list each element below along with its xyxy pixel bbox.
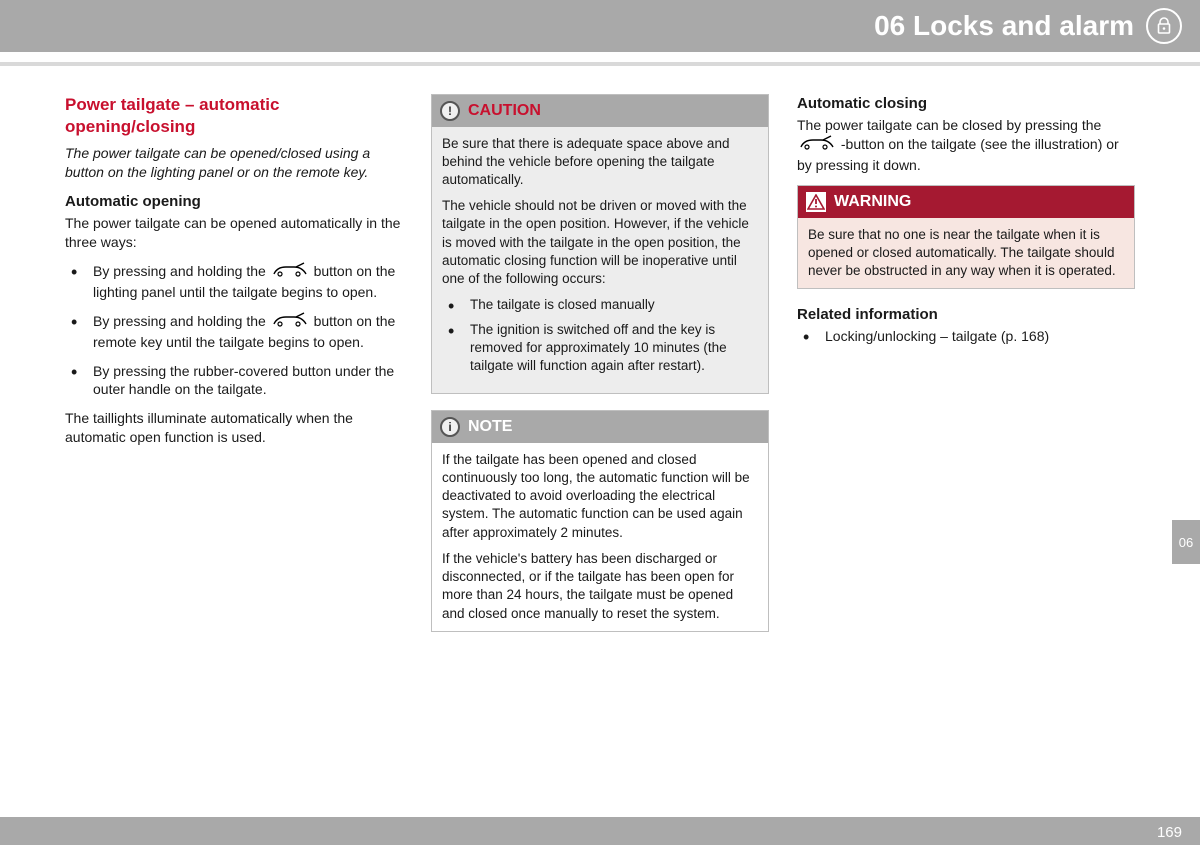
list-item: By pressing the rubber-covered button un…	[65, 362, 403, 400]
related-link[interactable]: Locking/unlocking – tailgate (p. 168)	[797, 327, 1135, 346]
list-item: By pressing and holding the button on th…	[65, 262, 403, 302]
auto-close-post: -button on the tailgate (see the illustr…	[797, 136, 1119, 173]
tailgate-open-icon	[272, 312, 308, 333]
caution-label: CAUTION	[468, 100, 541, 122]
caution-p2: The vehicle should not be driven or move…	[442, 197, 758, 288]
auto-open-intro: The power tailgate can be opened automat…	[65, 214, 403, 252]
auto-close-text: The power tailgate can be closed by pres…	[797, 116, 1135, 175]
warning-box: WARNING Be sure that no one is near the …	[797, 185, 1135, 289]
tailgate-open-icon	[272, 262, 308, 283]
caution-p1: Be sure that there is adequate space abo…	[442, 135, 758, 190]
subheading-auto-open: Automatic opening	[65, 192, 403, 212]
subheading-auto-close: Automatic closing	[797, 94, 1135, 114]
list-text-pre: By pressing and holding the	[93, 263, 270, 279]
lock-icon	[1146, 8, 1182, 44]
page-number: 169	[1157, 824, 1182, 841]
chapter-tab: 06	[1172, 520, 1200, 564]
warning-body: Be sure that no one is near the tailgate…	[798, 218, 1134, 289]
note-label: NOTE	[468, 416, 512, 438]
intro-text: The power tailgate can be opened/closed …	[65, 144, 403, 182]
chapter-header: 06 Locks and alarm	[0, 0, 1200, 52]
note-p1: If the tailgate has been opened and clos…	[442, 451, 758, 542]
note-body: If the tailgate has been opened and clos…	[432, 443, 768, 631]
related-info-heading: Related information	[797, 305, 1135, 325]
info-icon: i	[440, 417, 460, 437]
column-3: Automatic closing The power tailgate can…	[797, 94, 1135, 648]
list-item: By pressing and holding the button on th…	[65, 312, 403, 352]
header-divider	[0, 52, 1200, 62]
section-title: Power tailgate – automatic opening/closi…	[65, 94, 403, 138]
list-text: By pressing the rubber-covered button un…	[93, 363, 394, 398]
warning-header: WARNING	[798, 186, 1134, 218]
caution-header: ! CAUTION	[432, 95, 768, 127]
caution-body: Be sure that there is adequate space abo…	[432, 127, 768, 394]
note-box: i NOTE If the tailgate has been opened a…	[431, 410, 769, 632]
list-item: The ignition is switched off and the key…	[442, 321, 758, 376]
caution-icon: !	[440, 101, 460, 121]
list-text-pre: By pressing and holding the	[93, 313, 270, 329]
column-1: Power tailgate – automatic opening/closi…	[65, 94, 403, 648]
auto-close-pre: The power tailgate can be closed by pres…	[797, 117, 1101, 133]
column-2: ! CAUTION Be sure that there is adequate…	[431, 94, 769, 648]
taillights-note: The taillights illuminate automatically …	[65, 409, 403, 447]
chapter-title: 06 Locks and alarm	[874, 10, 1134, 42]
footer-bar: 169	[0, 817, 1200, 845]
warning-icon	[806, 192, 826, 212]
note-p2: If the vehicle's battery has been discha…	[442, 550, 758, 623]
auto-open-list: By pressing and holding the button on th…	[65, 262, 403, 399]
warning-text: Be sure that no one is near the tailgate…	[808, 226, 1124, 281]
tailgate-open-icon	[799, 135, 835, 156]
list-item: The tailgate is closed manually	[442, 296, 758, 314]
warning-label: WARNING	[834, 191, 911, 213]
caution-box: ! CAUTION Be sure that there is adequate…	[431, 94, 769, 394]
page-content: Power tailgate – automatic opening/closi…	[0, 66, 1200, 658]
caution-list: The tailgate is closed manually The igni…	[442, 296, 758, 375]
related-info-list: Locking/unlocking – tailgate (p. 168)	[797, 327, 1135, 346]
note-header: i NOTE	[432, 411, 768, 443]
